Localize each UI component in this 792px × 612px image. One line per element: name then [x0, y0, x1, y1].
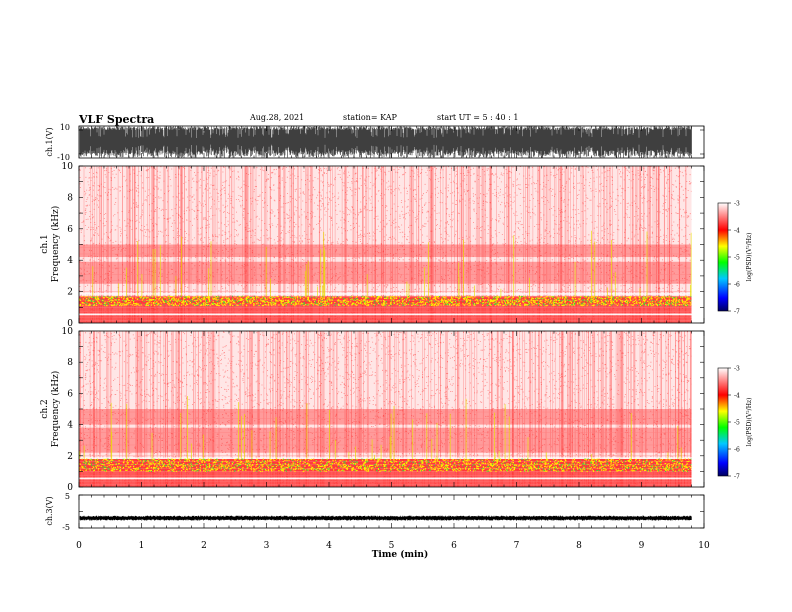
- band-gap: [79, 477, 692, 480]
- ch3-waveform-axes: [78, 494, 705, 529]
- time-tick-label: 5: [389, 541, 395, 551]
- ch1-freq-ylabel-line2: Frequency (kHz): [50, 206, 61, 283]
- ch1-wave-line: [79, 126, 692, 158]
- ch2-colorbar-label: log(PSD)(V²/Hz): [746, 398, 753, 447]
- intense-emission-peak: [80, 295, 692, 307]
- time-tick-label: 2: [201, 541, 207, 551]
- colorbar-tick-label: -6: [734, 447, 740, 454]
- time-tick-label: 8: [576, 541, 582, 551]
- time-axis-tick-labels: 0 1 2 3 4 5 6 7 8 9 10: [76, 541, 710, 551]
- colorbar-tick-label: -7: [734, 309, 740, 316]
- time-tick-label: 10: [698, 541, 710, 551]
- freq-tick-label: 2: [67, 288, 73, 298]
- time-tick-label: 1: [139, 541, 145, 551]
- frequency-band: [79, 305, 692, 314]
- sferic-spikes: [92, 230, 692, 297]
- ch2-spectrogram-axes: 0 2 4 6 8 10: [62, 327, 705, 493]
- ch2-freq-ylabel-line2: Frequency (kHz): [50, 371, 61, 448]
- band-gap: [79, 293, 692, 295]
- station-label: station= KAP: [343, 113, 397, 122]
- freq-tick-label: 0: [67, 483, 73, 493]
- colorbar-tick-label: -3: [734, 201, 740, 208]
- impulsive-streaks: [79, 331, 692, 487]
- ch2-freq-ylabel-line1: ch.2: [40, 399, 50, 418]
- ch1-ytick-bottom: -10: [57, 153, 70, 162]
- ch3-waveform-trace: [79, 515, 692, 521]
- freq-tick-label: 10: [62, 162, 74, 172]
- frequency-band: [79, 315, 692, 323]
- time-axis-label: Time (min): [372, 549, 429, 560]
- frequency-band: [79, 427, 692, 453]
- intense-emission: [79, 458, 693, 472]
- no-data-region: [691, 331, 704, 487]
- freq-tick-label: 8: [67, 193, 73, 203]
- ch1-waveform-trace: [79, 126, 692, 158]
- ch3-wave-line: [79, 515, 692, 521]
- colorbar-tick-label: -6: [734, 282, 740, 289]
- ch1-colorbar-ticks: -3 -4 -5 -6 -7: [728, 201, 740, 316]
- no-data-region: [691, 166, 704, 323]
- time-tick-label: 3: [264, 541, 270, 551]
- frequency-band: [79, 479, 692, 487]
- ch2-colorbar: -3 -4 -5 -6 -7 log(PSD)(V²/Hz): [717, 366, 753, 481]
- ch1-ytick-top: 10: [60, 123, 70, 132]
- ch1-spectrogram-heatmap: [78, 165, 704, 324]
- freq-tick-label: 4: [67, 421, 73, 431]
- frequency-band: [79, 244, 692, 258]
- ch2-colorbar-ticks: -3 -4 -5 -6 -7: [728, 366, 740, 481]
- freq-tick-label: 10: [62, 327, 74, 337]
- colorbar-tick-label: -5: [734, 420, 740, 427]
- ch2-spectrogram-heatmap: [79, 330, 704, 488]
- ch3-ytick-top: 5: [65, 492, 70, 501]
- ch3-ytick-bottom: -5: [62, 523, 70, 532]
- time-tick-label: 4: [326, 541, 332, 551]
- frequency-band: [79, 261, 692, 284]
- ch1-colorbar: -3 -4 -5 -6 -7 log(PSD)(V²/Hz): [717, 201, 753, 316]
- start-time-label: start UT = 5 : 40 : 1: [437, 113, 519, 122]
- colorbar-tick-label: -7: [734, 474, 740, 481]
- ch1-spectrogram-axes: 0 2 4 6 8 10: [62, 162, 705, 329]
- freq-tick-label: 2: [67, 452, 73, 462]
- colorbar-tick-label: -4: [734, 393, 740, 400]
- band-gap: [79, 457, 692, 459]
- freq-tick-label: 6: [67, 225, 73, 235]
- frequency-band: [79, 409, 692, 425]
- date-label: Aug.28, 2021: [250, 113, 305, 122]
- ch1-waveform-ylabel: ch.1(V): [45, 127, 54, 156]
- freq-tick-label: 6: [67, 389, 73, 399]
- colorbar-tick-label: -3: [734, 366, 740, 373]
- ch1-waveform-panel: 10 -10 ch.1(V): [45, 123, 705, 162]
- band-gap: [79, 313, 692, 316]
- frequency-band: [79, 471, 692, 478]
- colorbar-tick-label: -4: [734, 228, 740, 235]
- figure-title: VLF Spectra: [79, 113, 155, 126]
- time-tick-label: 7: [514, 541, 520, 551]
- ch1-colorbar-label: log(PSD)(V²/Hz): [746, 233, 753, 282]
- ch1-freq-ylabel-line1: ch.1: [40, 234, 50, 253]
- ch3-waveform-panel: 5 -5 ch.3(V): [45, 492, 705, 532]
- impulsive-streaks: [78, 166, 687, 323]
- time-tick-label: 0: [76, 541, 82, 551]
- intense-emission-peak: [82, 458, 692, 472]
- freq-tick-label: 0: [67, 319, 73, 329]
- time-tick-label: 9: [639, 541, 645, 551]
- colorbar-tick-label: -5: [734, 255, 740, 262]
- freq-tick-label: 4: [67, 256, 73, 266]
- ch1-spectrogram-panel: 0 2 4 6 8 10 ch.1 Frequency (kHz): [40, 162, 705, 329]
- time-tick-label: 6: [451, 541, 457, 551]
- ch1-waveform-axes: [78, 126, 705, 158]
- freq-tick-label: 8: [67, 358, 73, 368]
- sferic-spikes: [79, 396, 682, 459]
- ch2-spectrogram-panel: 0 2 4 6 8 10 ch.2 Frequency (kHz): [40, 327, 705, 493]
- ch3-waveform-ylabel: ch.3(V): [45, 496, 54, 525]
